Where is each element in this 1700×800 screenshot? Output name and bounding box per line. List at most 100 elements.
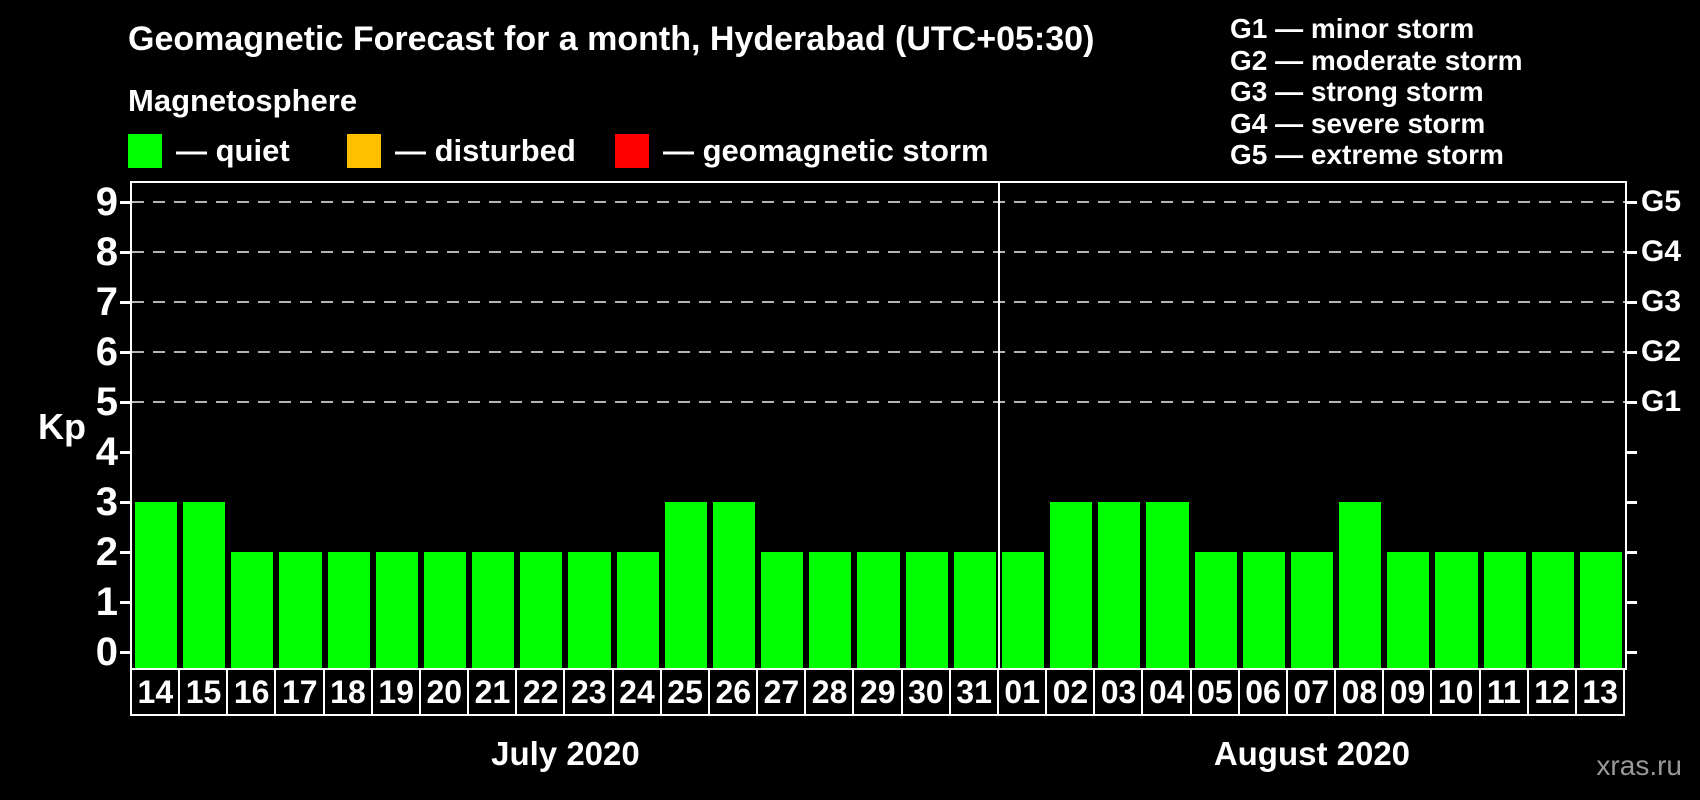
quiet-color-swatch xyxy=(128,134,162,168)
y-axis-label-9: 9 xyxy=(95,180,118,224)
date-label-20: 20 xyxy=(418,668,470,716)
kp-bar-august-13 xyxy=(1579,552,1622,668)
g-legend-line-4: G4 — severe storm xyxy=(1230,107,1486,139)
date-label-27: 27 xyxy=(756,668,807,716)
y-tick-left-1 xyxy=(120,600,130,604)
y-tick-left-4 xyxy=(120,450,130,454)
y-axis-label-4: 4 xyxy=(95,430,118,474)
date-label-10: 10 xyxy=(1430,668,1481,716)
kp-bar-july-29 xyxy=(857,552,900,668)
date-label-07: 07 xyxy=(1285,668,1337,716)
kp-bar-august-10 xyxy=(1435,552,1478,668)
date-label-28: 28 xyxy=(804,668,855,716)
g-legend-line-5: G5 — extreme storm xyxy=(1230,139,1504,171)
gridline-kp8 xyxy=(132,251,1625,253)
y-axis-label-6: 6 xyxy=(95,330,118,374)
y-tick-right-2 xyxy=(1627,550,1637,554)
kp-bar-august-06 xyxy=(1242,552,1285,668)
y-tick-right-6 xyxy=(1627,350,1637,354)
y-axis-title: Kp xyxy=(38,406,86,447)
month-label-august: August 2020 xyxy=(1213,735,1411,772)
kp-bar-july-17 xyxy=(279,552,322,668)
y-axis-label-1: 1 xyxy=(95,580,118,624)
date-label-06: 06 xyxy=(1237,668,1289,716)
date-label-31: 31 xyxy=(948,668,1000,716)
date-label-26: 26 xyxy=(707,668,759,716)
y-tick-right-7 xyxy=(1627,300,1637,304)
y-axis-label-5: 5 xyxy=(95,380,118,424)
g-legend-line-3: G3 — strong storm xyxy=(1230,76,1484,108)
kp-bar-july-22 xyxy=(520,552,563,668)
date-label-02: 02 xyxy=(1045,668,1096,716)
date-label-08: 08 xyxy=(1334,668,1385,716)
date-label-05: 05 xyxy=(1189,668,1241,716)
gridline-kp9 xyxy=(132,201,1625,203)
date-label-03: 03 xyxy=(1093,668,1144,716)
legend-label-disturbed: — disturbed xyxy=(395,133,576,168)
y-tick-left-3 xyxy=(120,500,130,504)
kp-bar-july-26 xyxy=(712,502,756,668)
y-tick-left-6 xyxy=(120,350,130,354)
kp-bar-july-30 xyxy=(905,552,948,668)
date-label-04: 04 xyxy=(1141,668,1193,716)
y-axis-label-2: 2 xyxy=(95,530,118,574)
y-tick-right-9 xyxy=(1627,200,1637,204)
legend-label-quiet: — quiet xyxy=(176,133,290,168)
y-tick-right-5 xyxy=(1627,400,1637,404)
kp-bar-july-23 xyxy=(568,552,611,668)
kp-bar-august-07 xyxy=(1290,552,1334,668)
y-tick-left-2 xyxy=(120,550,130,554)
right-axis-label-G3: G3 xyxy=(1641,285,1682,318)
kp-bar-august-04 xyxy=(1146,502,1189,668)
date-label-21: 21 xyxy=(467,668,518,716)
date-label-14: 14 xyxy=(130,668,181,716)
y-tick-left-5 xyxy=(120,400,130,404)
right-axis-label-G1: G1 xyxy=(1641,385,1682,418)
watermark: xras.ru xyxy=(1596,750,1682,781)
date-label-17: 17 xyxy=(274,668,326,716)
kp-bar-august-02 xyxy=(1050,502,1093,668)
kp-bar-july-16 xyxy=(231,552,274,668)
kp-bar-july-14 xyxy=(135,502,178,668)
y-axis-label-0: 0 xyxy=(95,630,118,674)
y-tick-left-9 xyxy=(120,200,130,204)
right-axis-label-G5: G5 xyxy=(1641,185,1682,218)
y-tick-left-7 xyxy=(120,300,130,304)
kp-bar-august-09 xyxy=(1387,552,1430,668)
y-axis-label-3: 3 xyxy=(95,480,118,524)
date-label-09: 09 xyxy=(1382,668,1433,716)
kp-bar-july-27 xyxy=(761,552,804,668)
month-separator xyxy=(997,183,1000,668)
date-label-30: 30 xyxy=(900,668,952,716)
page-title: Geomagnetic Forecast for a month, Hydera… xyxy=(128,20,1095,58)
date-label-13: 13 xyxy=(1574,668,1626,716)
magnetosphere-legend-title: Magnetosphere xyxy=(128,83,358,118)
date-label-19: 19 xyxy=(370,668,422,716)
date-label-15: 15 xyxy=(178,668,229,716)
date-label-23: 23 xyxy=(563,668,615,716)
right-axis-label-G4: G4 xyxy=(1641,235,1682,268)
g-scale-legend: G1 — minor storm G2 — moderate storm G3 — … xyxy=(1230,13,1523,171)
date-label-12: 12 xyxy=(1526,668,1578,716)
gridline-kp6 xyxy=(132,351,1625,353)
y-tick-right-3 xyxy=(1627,500,1637,504)
kp-bar-august-08 xyxy=(1339,502,1382,668)
kp-bar-july-31 xyxy=(953,552,996,668)
date-label-18: 18 xyxy=(322,668,374,716)
y-tick-right-8 xyxy=(1627,250,1637,254)
date-label-29: 29 xyxy=(852,668,904,716)
kp-bar-august-03 xyxy=(1098,502,1141,668)
kp-bar-july-20 xyxy=(423,552,467,668)
kp-bar-july-24 xyxy=(616,552,659,668)
kp-bar-july-18 xyxy=(327,552,370,668)
y-axis-label-8: 8 xyxy=(95,230,118,274)
date-label-25: 25 xyxy=(659,668,711,716)
kp-bar-august-12 xyxy=(1531,552,1574,668)
kp-bar-july-25 xyxy=(664,502,707,668)
disturbed-color-swatch xyxy=(347,134,381,168)
kp-bar-july-15 xyxy=(183,502,226,668)
legend-label-storm: — geomagnetic storm xyxy=(663,133,989,168)
date-label-11: 11 xyxy=(1478,668,1530,716)
date-label-22: 22 xyxy=(515,668,566,716)
